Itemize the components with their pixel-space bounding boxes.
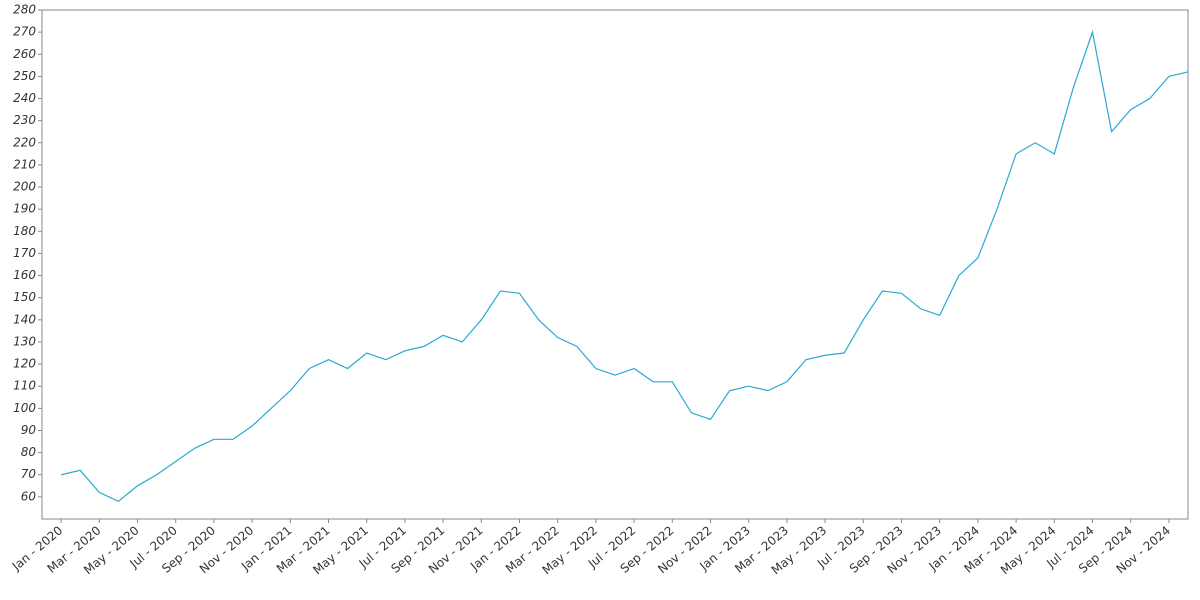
y-tick-label: 230 — [13, 113, 36, 127]
y-tick-label: 70 — [21, 467, 37, 481]
y-tick-label: 270 — [13, 25, 36, 39]
y-tick-label: 190 — [13, 202, 36, 216]
y-tick-label: 100 — [13, 401, 36, 415]
y-tick-label: 120 — [13, 357, 36, 371]
y-tick-label: 250 — [13, 69, 36, 83]
y-tick-label: 110 — [13, 379, 36, 393]
y-tick-label: 280 — [13, 3, 36, 17]
plot-frame — [41, 9, 1189, 520]
y-tick-label: 210 — [13, 157, 36, 171]
y-tick-label: 90 — [21, 423, 37, 437]
y-tick-label: 80 — [21, 445, 37, 459]
y-tick-label: 130 — [13, 334, 36, 348]
y-tick-label: 220 — [13, 135, 36, 149]
line — [60, 29, 1189, 502]
y-tick-label: 170 — [13, 246, 36, 260]
y-tick-label: 180 — [13, 224, 36, 238]
y-tick-label: 260 — [13, 47, 36, 61]
y-tick-label: 140 — [13, 312, 36, 326]
y-tick-label: 200 — [13, 180, 36, 194]
y-tick-label: 60 — [21, 489, 37, 503]
y-tick-label: 240 — [13, 91, 36, 105]
y-tick-label: 160 — [13, 268, 36, 282]
y-tick-label: 150 — [13, 290, 36, 304]
